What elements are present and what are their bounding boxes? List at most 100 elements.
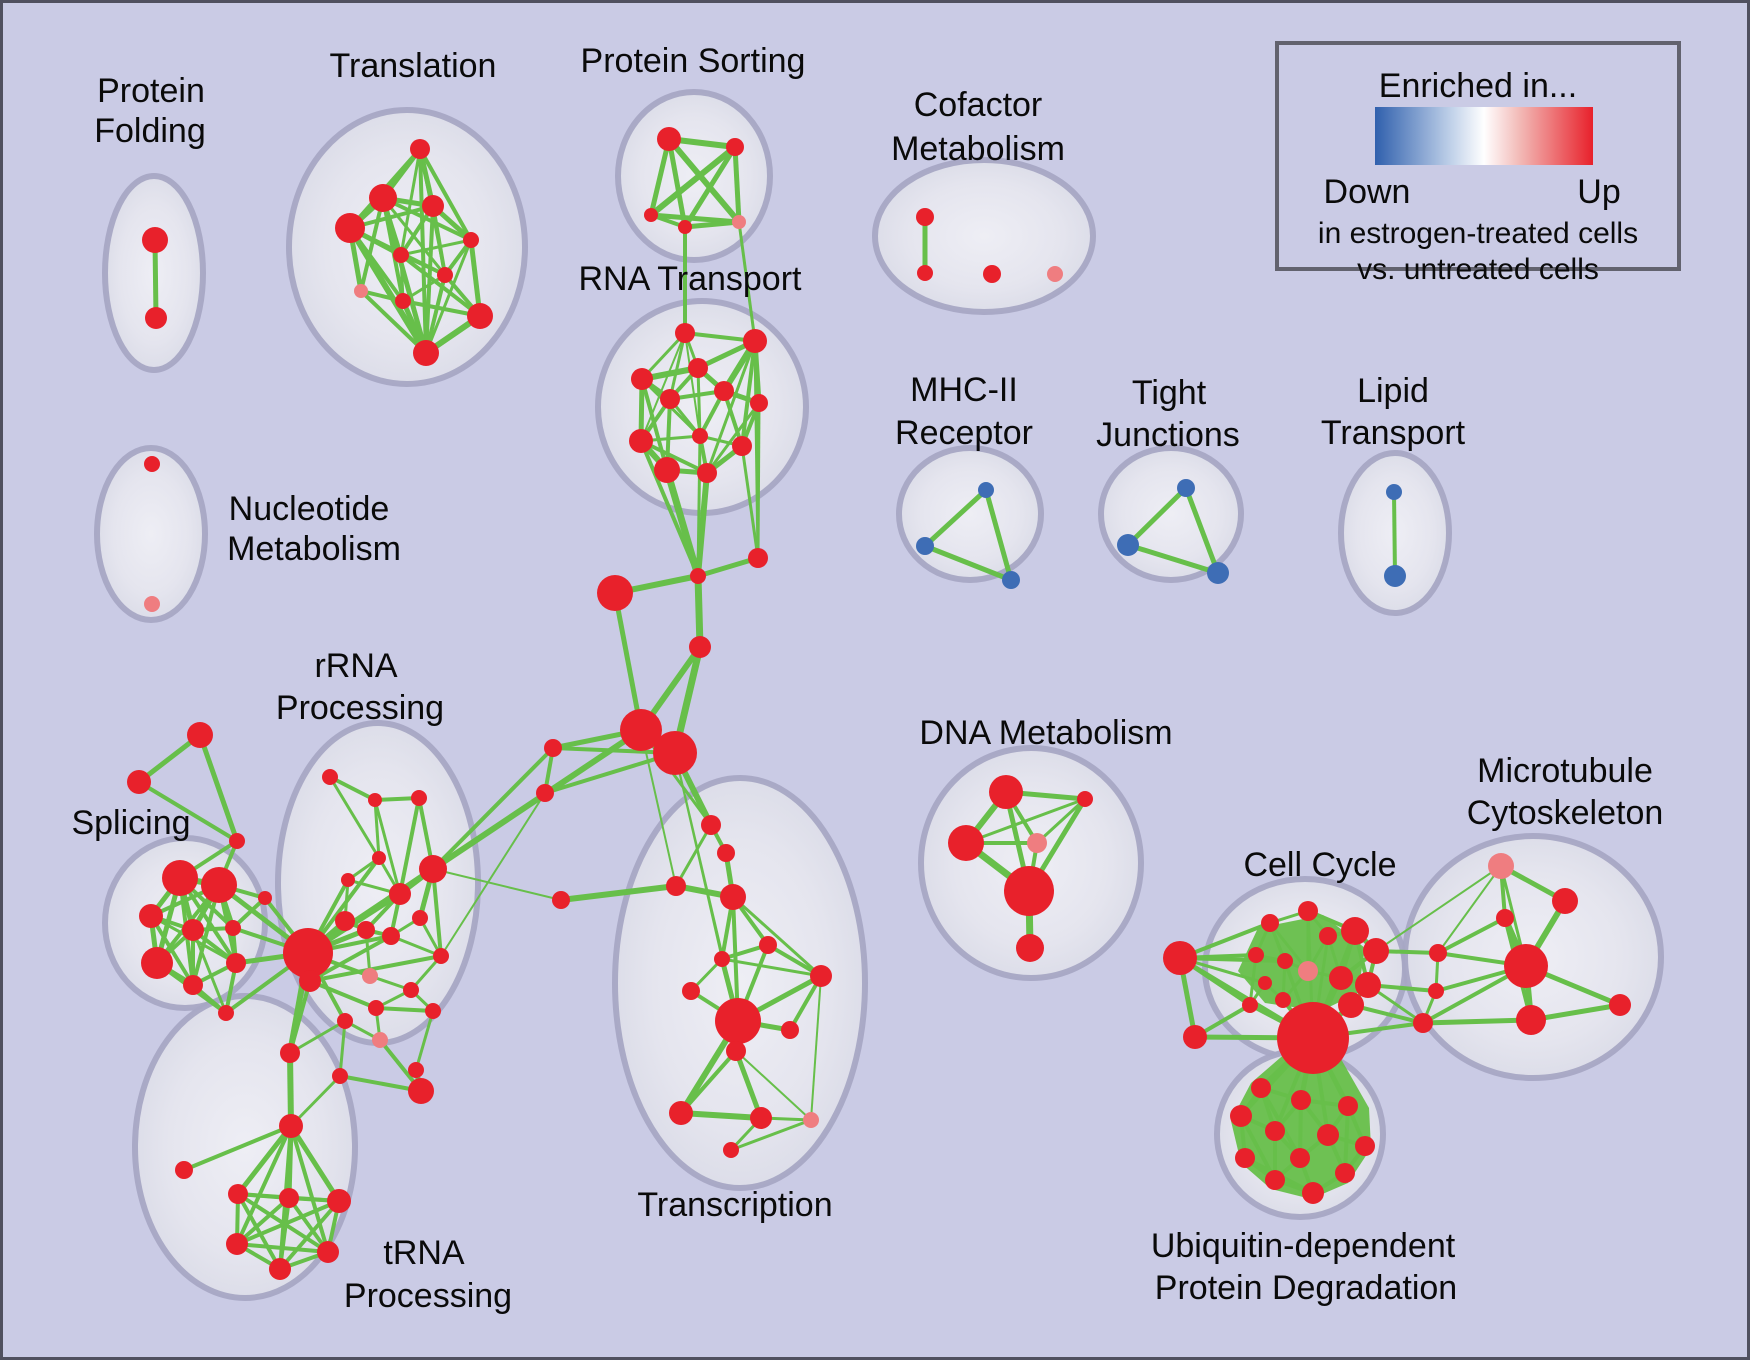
- enrichment-edge: [382, 196, 472, 242]
- enrichment-edge: [696, 435, 702, 577]
- gene-set-node: [368, 1000, 384, 1016]
- gene-set-node: [322, 769, 338, 785]
- enrichment-edge: [236, 1124, 293, 1196]
- gene-set-node: [726, 1041, 746, 1061]
- enrichment-edge: [1422, 1017, 1532, 1026]
- gene-set-node: [408, 1062, 424, 1078]
- gene-set-node: [657, 127, 681, 151]
- gene-set-node: [917, 265, 933, 281]
- enrichment-edge: [287, 1052, 294, 1127]
- enrichment-edge: [649, 144, 737, 218]
- gene-set-node: [127, 770, 151, 794]
- gene-set-node: [714, 381, 734, 401]
- legend-box: Enriched in... Down Up in estrogen-treat…: [1275, 41, 1681, 286]
- gene-set-node: [393, 247, 409, 263]
- enrichment-edge: [640, 729, 677, 887]
- gene-set-node: [368, 793, 382, 807]
- gene-set-node: [810, 965, 832, 987]
- gene-set-node: [1004, 866, 1054, 916]
- gene-set-node: [620, 709, 662, 751]
- gene-set-node: [395, 293, 411, 309]
- enrichment-edge: [697, 555, 759, 579]
- enrichment-edge: [1248, 954, 1258, 1006]
- gene-set-node: [1338, 1096, 1358, 1116]
- gene-set-node: [335, 911, 355, 931]
- gene-set-node: [299, 970, 321, 992]
- cluster-ellipse-protein-sorting: [615, 89, 773, 263]
- gene-set-node: [916, 208, 934, 226]
- enrichment-edge: [640, 332, 686, 442]
- enrichment-edge: [733, 1050, 764, 1119]
- gene-set-node: [750, 1107, 772, 1129]
- enrichment-edge: [1375, 865, 1502, 952]
- gene-set-node: [332, 1068, 348, 1084]
- gene-set-node: [717, 844, 735, 862]
- gene-set-node: [1248, 947, 1264, 963]
- gene-set-node: [182, 919, 204, 941]
- enrichment-edge: [235, 1125, 293, 1245]
- gene-set-node: [654, 457, 680, 483]
- enrichment-edge: [1179, 956, 1286, 963]
- gene-set-node: [1317, 1124, 1339, 1146]
- gene-set-node: [660, 389, 680, 409]
- enrichment-edge: [1268, 922, 1310, 972]
- gene-set-node: [701, 815, 721, 835]
- cluster-label-nucleotide-metabolism-1: Nucleotide: [229, 490, 390, 528]
- enrichment-edge: [666, 138, 688, 228]
- gene-set-node: [413, 340, 439, 366]
- enrichment-edge: [288, 1124, 342, 1203]
- gene-set-node: [1277, 953, 1293, 969]
- enrichment-edge: [328, 776, 381, 859]
- enrichment-edge: [289, 1125, 330, 1253]
- gene-set-node: [142, 227, 168, 253]
- gene-set-node: [372, 851, 386, 865]
- enrichment-edge: [235, 1196, 291, 1246]
- enrichment-edge: [236, 1242, 329, 1254]
- enrichment-edge: [236, 1193, 282, 1270]
- gene-set-node: [1335, 1163, 1355, 1183]
- gene-set-node: [372, 1032, 388, 1048]
- gene-set-node: [1265, 1170, 1285, 1190]
- enrichment-edge: [1437, 916, 1506, 955]
- enrichment-edge: [735, 1050, 812, 1121]
- enrichment-edge: [1183, 487, 1221, 574]
- gene-set-node: [1329, 966, 1353, 990]
- gene-set-node: [726, 138, 744, 156]
- enrichment-edge: [152, 239, 159, 319]
- enrichment-edge: [640, 439, 708, 475]
- enrichment-edge: [431, 746, 555, 871]
- gene-set-node: [1183, 1025, 1207, 1049]
- cluster-ellipse-mhc-ii-receptor: [896, 445, 1044, 583]
- enrichment-edge: [663, 469, 702, 577]
- enrichment-edge: [668, 332, 687, 400]
- enrichment-edge: [424, 239, 473, 354]
- gene-set-node: [1016, 934, 1044, 962]
- enrichment-edge: [1437, 865, 1502, 954]
- enrichment-edge: [1530, 1002, 1621, 1023]
- gene-set-node: [218, 1005, 234, 1021]
- enrichment-edge: [740, 445, 760, 559]
- cluster-label-protein-folding-2: Folding: [94, 112, 206, 150]
- gene-set-node: [357, 921, 375, 939]
- enrichment-edge: [236, 1199, 340, 1246]
- enrichment-edge: [1392, 491, 1397, 577]
- gene-set-node: [327, 1189, 351, 1213]
- gene-set-node: [141, 947, 173, 979]
- gene-set-node: [362, 968, 378, 984]
- gene-set-node: [544, 739, 562, 757]
- gene-set-node: [1386, 484, 1402, 500]
- cluster-label-ubiquitin-2: Protein Degradation: [1155, 1269, 1457, 1307]
- enrichment-edge: [398, 797, 421, 895]
- enrichment-edge: [289, 1019, 346, 1055]
- gene-set-node: [1047, 266, 1063, 282]
- gene-set-node: [978, 482, 994, 498]
- gene-set-node: [666, 876, 686, 896]
- gene-set-node: [411, 790, 427, 806]
- enrichment-edge: [682, 145, 738, 229]
- gene-set-node: [983, 265, 1001, 283]
- gene-set-node: [175, 1161, 193, 1179]
- enrichment-edge: [560, 883, 677, 903]
- gene-set-node: [715, 998, 761, 1044]
